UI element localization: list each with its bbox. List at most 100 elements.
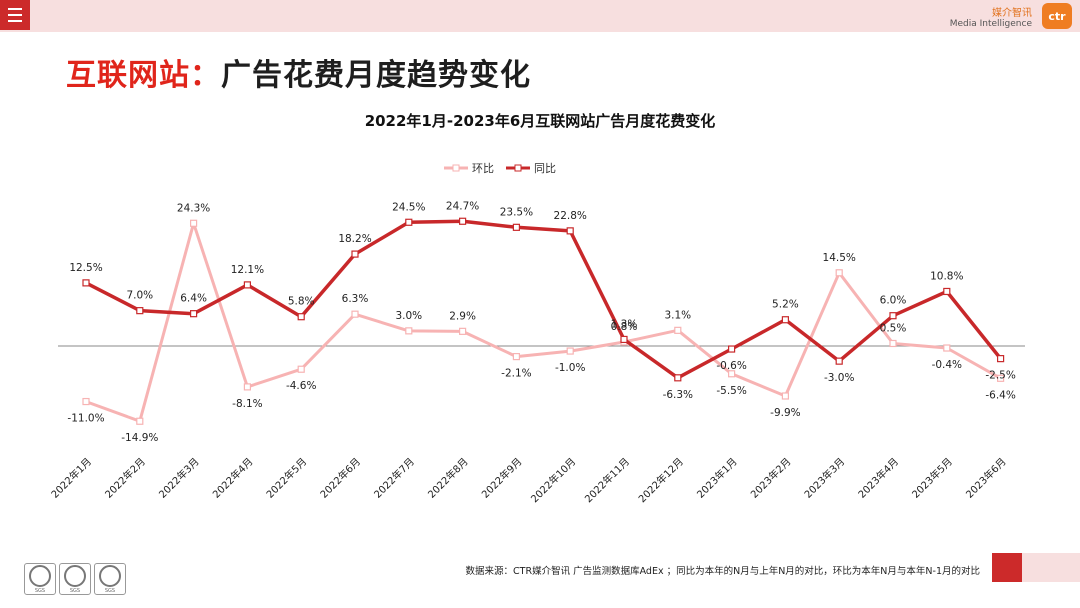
mom-series-point — [243, 383, 251, 391]
mom-series-data-label: -14.9% — [121, 432, 158, 444]
x-tick-label: 2022年1月 — [48, 455, 94, 501]
mom-series-data-label: 24.3% — [177, 202, 210, 214]
yoy-series-point — [889, 312, 897, 320]
menu-button[interactable] — [0, 0, 30, 30]
mom-series-point — [190, 219, 198, 227]
yoy-series-data-label: 6.4% — [180, 293, 207, 305]
yoy-series-data-label: 7.0% — [126, 290, 153, 302]
mom-series-point — [82, 397, 90, 406]
yoy-series-point — [82, 279, 90, 287]
x-tick-label: 2022年9月 — [479, 455, 525, 501]
footer-accent-block — [992, 553, 1022, 582]
legend-swatch-marker — [452, 164, 460, 172]
x-tick-label: 2022年12月 — [636, 455, 686, 505]
mom-series-data-label: 0.8% — [611, 321, 638, 333]
page-title-highlight: 互联网站： — [66, 58, 221, 93]
x-tick-label: 2022年6月 — [317, 455, 363, 501]
x-tick-label: 2022年5月 — [263, 455, 309, 501]
mom-series-point — [889, 339, 897, 348]
x-tick-label: 2023年1月 — [694, 455, 740, 501]
sgs-seal: SGS — [24, 563, 56, 595]
page-title-rest: 广告花费月度趋势变化 — [221, 58, 531, 93]
mom-series-point — [674, 326, 682, 334]
brand-name-cn: 媒介智讯 — [992, 8, 1032, 19]
menu-icon-line — [8, 14, 22, 16]
mom-series-data-label: 2.9% — [449, 310, 476, 322]
x-tick-label: 2022年8月 — [425, 455, 471, 501]
sgs-seal: SGS — [59, 563, 91, 595]
brand-name-en: Media Intelligence — [949, 19, 1032, 29]
yoy-series-data-label: 12.5% — [69, 262, 102, 274]
mom-series-point — [727, 370, 736, 378]
yoy-series-point — [727, 345, 736, 353]
yoy-series-data-label: 12.1% — [231, 264, 264, 276]
mom-series-data-label: 0.5% — [880, 322, 907, 334]
yoy-series-data-label: 1.3% — [611, 318, 638, 330]
x-tick-label: 2022年7月 — [371, 455, 417, 501]
yoy-series-data-label: 24.7% — [446, 200, 479, 212]
ctr-logo: ctr — [1042, 3, 1072, 29]
sgs-seal: SGS — [94, 563, 126, 595]
mom-series-data-label: 3.1% — [664, 309, 691, 321]
yoy-series-point — [996, 355, 1005, 363]
seal-ring — [64, 565, 86, 587]
mom-series-point — [405, 327, 413, 335]
yoy-series-data-label: 24.5% — [392, 201, 425, 213]
mom-series-data-label: -4.6% — [286, 380, 316, 392]
yoy-series-point — [190, 310, 198, 318]
x-tick-label: 2023年4月 — [855, 455, 901, 501]
yoy-series-data-label: -2.5% — [985, 370, 1015, 382]
yoy-series-point — [566, 227, 574, 235]
mom-series-data-label: -1.0% — [555, 362, 585, 374]
page-title: 互联网站：广告花费月度趋势变化 — [66, 50, 531, 94]
yoy-series-point — [943, 287, 951, 296]
mom-series-line — [85, 221, 1002, 423]
x-tick-label: 2022年2月 — [102, 455, 148, 501]
mom-series-point — [459, 327, 467, 335]
yoy-series-point — [351, 250, 359, 258]
mom-series-point — [566, 347, 574, 355]
x-tick-label: 2022年10月 — [528, 455, 578, 505]
yoy-series-point — [781, 316, 790, 324]
top-bar: 媒介智讯 Media Intelligence ctr — [0, 0, 1080, 32]
mom-series-point — [835, 269, 843, 277]
yoy-series-point — [835, 357, 843, 365]
seal-label: SGS — [34, 588, 46, 594]
yoy-series-data-label: -3.0% — [824, 372, 854, 384]
mom-series-point — [512, 353, 521, 361]
seal-label: SGS — [69, 588, 81, 594]
yoy-series-data-label: 5.2% — [772, 299, 799, 311]
yoy-series-point — [136, 307, 144, 315]
x-tick-label: 2022年4月 — [210, 455, 256, 501]
yoy-series-data-label: 22.8% — [554, 210, 587, 222]
certification-seals: SGS SGS SGS — [24, 563, 126, 595]
mom-series-point — [351, 310, 359, 318]
mom-series-data-label: -11.0% — [67, 413, 104, 425]
yoy-series-data-label: -6.3% — [663, 389, 693, 401]
seal-ring — [99, 565, 121, 587]
menu-icon-line — [8, 20, 22, 22]
yoy-series-point — [405, 218, 413, 226]
mom-series-point — [297, 365, 305, 373]
mom-series-data-label: 14.5% — [823, 252, 856, 264]
mom-series-data-label: 3.0% — [395, 310, 422, 322]
yoy-series-point — [512, 223, 521, 231]
x-tick-label: 2022年11月 — [582, 455, 632, 505]
yoy-series-point — [620, 335, 628, 344]
brand-text: 媒介智讯 Media Intelligence — [950, 8, 1032, 30]
x-tick-label: 2022年3月 — [156, 455, 202, 501]
yoy-series-data-label: 6.0% — [880, 295, 907, 307]
legend-swatch-marker — [514, 164, 522, 172]
yoy-series-data-label: 18.2% — [338, 233, 371, 245]
legend-label: 同比 — [534, 162, 556, 175]
mom-series-point — [943, 344, 951, 352]
mom-series-point — [781, 392, 790, 400]
yoy-series-line — [85, 219, 1002, 380]
menu-icon-line — [8, 8, 22, 10]
mom-series-data-label: -0.4% — [932, 359, 962, 371]
legend-label: 环比 — [472, 162, 494, 175]
yoy-series-data-label: -0.6% — [716, 360, 746, 372]
x-tick-label: 2023年5月 — [909, 455, 955, 501]
yoy-series-point — [243, 281, 251, 289]
yoy-series-point — [297, 313, 305, 321]
